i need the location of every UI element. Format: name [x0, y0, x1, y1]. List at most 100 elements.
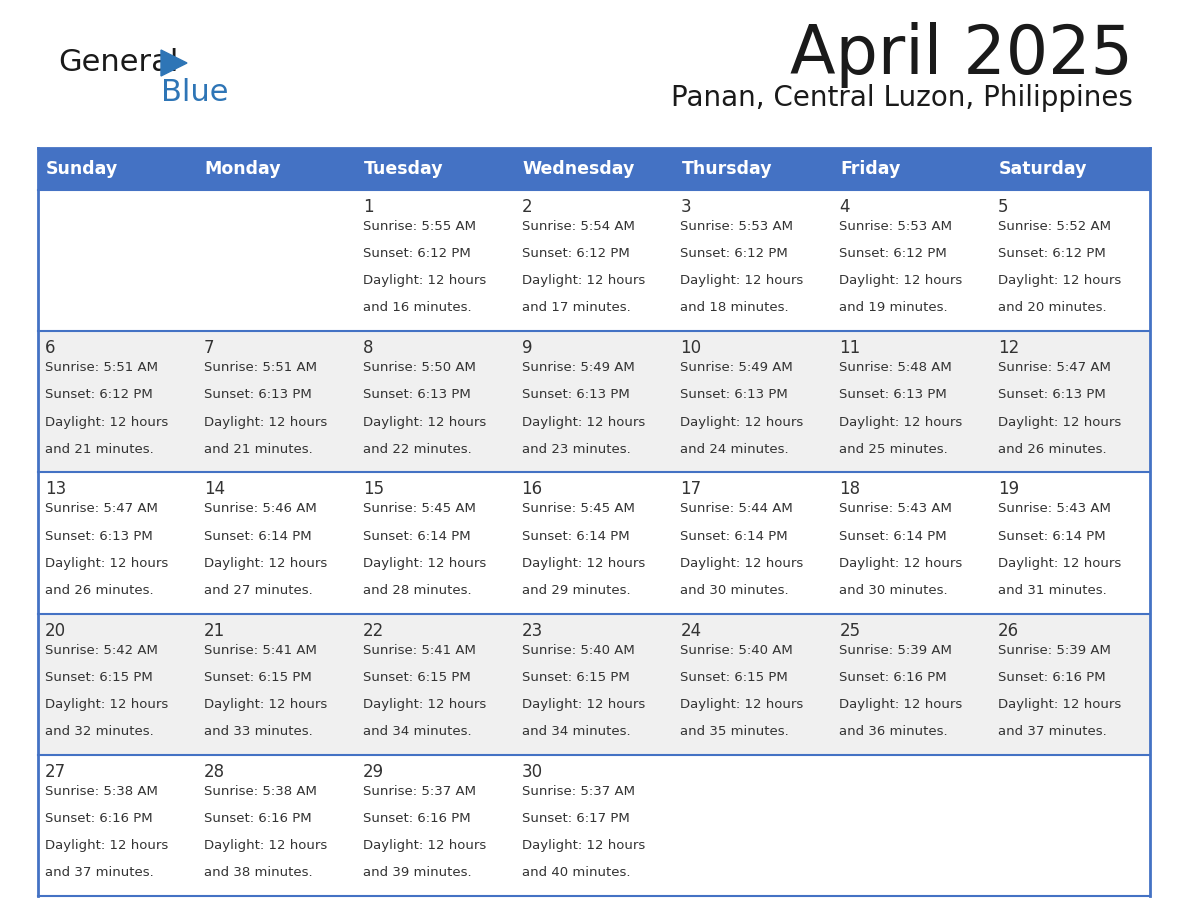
- Text: 6: 6: [45, 339, 56, 357]
- Text: Daylight: 12 hours: Daylight: 12 hours: [998, 556, 1121, 570]
- Text: Monday: Monday: [204, 160, 282, 178]
- Text: Sunset: 6:15 PM: Sunset: 6:15 PM: [522, 671, 630, 684]
- Text: Sunrise: 5:52 AM: Sunrise: 5:52 AM: [998, 220, 1111, 233]
- Text: and 30 minutes.: and 30 minutes.: [839, 584, 948, 597]
- Text: Sunrise: 5:49 AM: Sunrise: 5:49 AM: [681, 361, 794, 375]
- Text: and 34 minutes.: and 34 minutes.: [522, 725, 630, 738]
- Text: Daylight: 12 hours: Daylight: 12 hours: [839, 416, 962, 429]
- Text: and 40 minutes.: and 40 minutes.: [522, 867, 630, 879]
- Text: Sunrise: 5:45 AM: Sunrise: 5:45 AM: [362, 502, 475, 515]
- Text: Daylight: 12 hours: Daylight: 12 hours: [998, 274, 1121, 287]
- Text: and 23 minutes.: and 23 minutes.: [522, 442, 631, 455]
- Text: Sunrise: 5:47 AM: Sunrise: 5:47 AM: [998, 361, 1111, 375]
- Bar: [38, 190, 1150, 331]
- Bar: [38, 613, 1150, 755]
- Text: and 29 minutes.: and 29 minutes.: [522, 584, 630, 597]
- Text: and 28 minutes.: and 28 minutes.: [362, 584, 472, 597]
- Text: Sunset: 6:13 PM: Sunset: 6:13 PM: [998, 388, 1106, 401]
- Text: Sunrise: 5:48 AM: Sunrise: 5:48 AM: [839, 361, 952, 375]
- Text: and 34 minutes.: and 34 minutes.: [362, 725, 472, 738]
- Text: and 19 minutes.: and 19 minutes.: [839, 301, 948, 315]
- Text: Sunrise: 5:37 AM: Sunrise: 5:37 AM: [522, 785, 634, 798]
- Text: Daylight: 12 hours: Daylight: 12 hours: [681, 556, 803, 570]
- Text: 28: 28: [204, 763, 225, 781]
- Text: Sunset: 6:15 PM: Sunset: 6:15 PM: [681, 671, 788, 684]
- Bar: [355, 148, 514, 190]
- Text: Wednesday: Wednesday: [523, 160, 634, 178]
- Text: 12: 12: [998, 339, 1019, 357]
- Text: 7: 7: [204, 339, 214, 357]
- Text: 8: 8: [362, 339, 373, 357]
- Text: Sunset: 6:13 PM: Sunset: 6:13 PM: [45, 530, 153, 543]
- Text: Tuesday: Tuesday: [364, 160, 443, 178]
- Text: Sunset: 6:16 PM: Sunset: 6:16 PM: [204, 812, 311, 825]
- Text: Sunset: 6:14 PM: Sunset: 6:14 PM: [681, 530, 788, 543]
- Text: Sunrise: 5:43 AM: Sunrise: 5:43 AM: [839, 502, 952, 515]
- Text: and 39 minutes.: and 39 minutes.: [362, 867, 472, 879]
- Bar: [38, 473, 1150, 613]
- Text: and 36 minutes.: and 36 minutes.: [839, 725, 948, 738]
- Text: Daylight: 12 hours: Daylight: 12 hours: [204, 556, 327, 570]
- Text: Thursday: Thursday: [682, 160, 772, 178]
- Text: Daylight: 12 hours: Daylight: 12 hours: [204, 698, 327, 711]
- Text: April 2025: April 2025: [790, 22, 1133, 88]
- Text: and 30 minutes.: and 30 minutes.: [681, 584, 789, 597]
- Text: Daylight: 12 hours: Daylight: 12 hours: [522, 556, 645, 570]
- Text: 25: 25: [839, 621, 860, 640]
- Text: Sunrise: 5:40 AM: Sunrise: 5:40 AM: [522, 644, 634, 656]
- Text: 11: 11: [839, 339, 860, 357]
- Text: Sunrise: 5:51 AM: Sunrise: 5:51 AM: [45, 361, 158, 375]
- Text: and 21 minutes.: and 21 minutes.: [204, 442, 312, 455]
- Text: 15: 15: [362, 480, 384, 498]
- Text: 26: 26: [998, 621, 1019, 640]
- Text: 1: 1: [362, 198, 373, 216]
- Text: Sunrise: 5:50 AM: Sunrise: 5:50 AM: [362, 361, 475, 375]
- Text: Sunset: 6:16 PM: Sunset: 6:16 PM: [362, 812, 470, 825]
- Text: and 26 minutes.: and 26 minutes.: [998, 442, 1107, 455]
- Text: Sunset: 6:13 PM: Sunset: 6:13 PM: [839, 388, 947, 401]
- Text: Sunset: 6:12 PM: Sunset: 6:12 PM: [998, 247, 1106, 260]
- Text: 18: 18: [839, 480, 860, 498]
- Bar: [38, 755, 1150, 896]
- Text: Daylight: 12 hours: Daylight: 12 hours: [204, 839, 327, 852]
- Text: Panan, Central Luzon, Philippines: Panan, Central Luzon, Philippines: [671, 84, 1133, 112]
- Text: 23: 23: [522, 621, 543, 640]
- Bar: [38, 148, 197, 190]
- Text: Sunrise: 5:39 AM: Sunrise: 5:39 AM: [998, 644, 1111, 656]
- Text: Daylight: 12 hours: Daylight: 12 hours: [839, 556, 962, 570]
- Text: Daylight: 12 hours: Daylight: 12 hours: [362, 556, 486, 570]
- Text: Sunrise: 5:40 AM: Sunrise: 5:40 AM: [681, 644, 794, 656]
- Bar: [514, 148, 674, 190]
- Text: Sunrise: 5:41 AM: Sunrise: 5:41 AM: [204, 644, 317, 656]
- Text: 21: 21: [204, 621, 225, 640]
- Bar: [991, 148, 1150, 190]
- Text: Sunset: 6:15 PM: Sunset: 6:15 PM: [362, 671, 470, 684]
- Bar: [197, 148, 355, 190]
- Text: Sunset: 6:12 PM: Sunset: 6:12 PM: [839, 247, 947, 260]
- Text: Sunset: 6:14 PM: Sunset: 6:14 PM: [522, 530, 630, 543]
- Text: 2: 2: [522, 198, 532, 216]
- Text: Sunset: 6:12 PM: Sunset: 6:12 PM: [681, 247, 788, 260]
- Bar: [833, 148, 991, 190]
- Text: 17: 17: [681, 480, 702, 498]
- Text: Daylight: 12 hours: Daylight: 12 hours: [839, 698, 962, 711]
- Text: Sunset: 6:13 PM: Sunset: 6:13 PM: [681, 388, 788, 401]
- Text: Sunrise: 5:41 AM: Sunrise: 5:41 AM: [362, 644, 475, 656]
- Text: Daylight: 12 hours: Daylight: 12 hours: [998, 416, 1121, 429]
- Text: Sunrise: 5:37 AM: Sunrise: 5:37 AM: [362, 785, 475, 798]
- Text: Daylight: 12 hours: Daylight: 12 hours: [362, 274, 486, 287]
- Text: 29: 29: [362, 763, 384, 781]
- Text: Daylight: 12 hours: Daylight: 12 hours: [362, 839, 486, 852]
- Text: 9: 9: [522, 339, 532, 357]
- Text: Daylight: 12 hours: Daylight: 12 hours: [204, 416, 327, 429]
- Text: Sunrise: 5:53 AM: Sunrise: 5:53 AM: [839, 220, 953, 233]
- Text: Daylight: 12 hours: Daylight: 12 hours: [681, 274, 803, 287]
- Text: and 24 minutes.: and 24 minutes.: [681, 442, 789, 455]
- Bar: [38, 331, 1150, 473]
- Text: 16: 16: [522, 480, 543, 498]
- Text: Sunrise: 5:55 AM: Sunrise: 5:55 AM: [362, 220, 475, 233]
- Text: General: General: [58, 48, 178, 77]
- Text: and 31 minutes.: and 31 minutes.: [998, 584, 1107, 597]
- Text: 13: 13: [45, 480, 67, 498]
- Text: Sunset: 6:14 PM: Sunset: 6:14 PM: [998, 530, 1106, 543]
